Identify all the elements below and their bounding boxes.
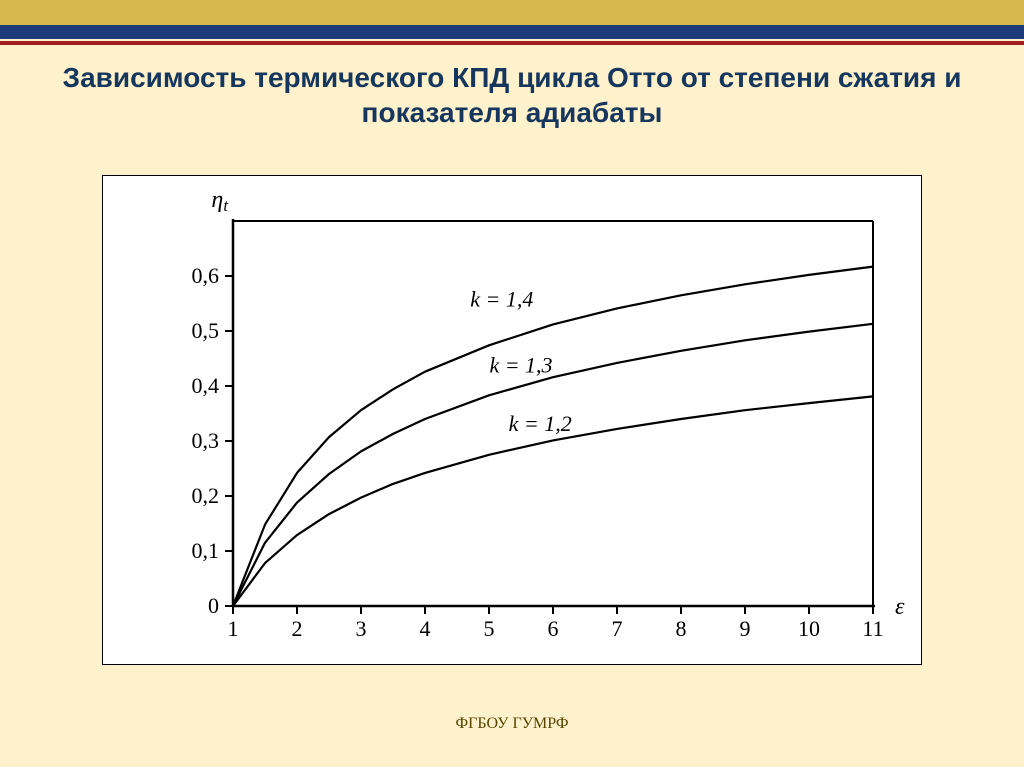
svg-text:5: 5 xyxy=(484,616,495,641)
page-title: Зависимость термического КПД цикла Отто … xyxy=(0,60,1024,130)
svg-text:6: 6 xyxy=(548,616,559,641)
svg-text:7: 7 xyxy=(612,616,623,641)
svg-text:2: 2 xyxy=(292,616,303,641)
svg-text:0,3: 0,3 xyxy=(192,428,220,453)
svg-text:3: 3 xyxy=(356,616,367,641)
svg-text:0,2: 0,2 xyxy=(192,483,220,508)
slide: Зависимость термического КПД цикла Отто … xyxy=(0,0,1024,767)
svg-text:k = 1,2: k = 1,2 xyxy=(509,411,572,436)
svg-text:0,1: 0,1 xyxy=(192,538,220,563)
svg-text:0: 0 xyxy=(208,593,219,618)
svg-text:0,6: 0,6 xyxy=(192,263,220,288)
svg-text:k = 1,3: k = 1,3 xyxy=(489,352,552,377)
svg-text:10: 10 xyxy=(798,616,820,641)
svg-text:k = 1,4: k = 1,4 xyxy=(470,286,533,311)
svg-text:ηt: ηt xyxy=(211,187,228,215)
svg-text:0,5: 0,5 xyxy=(192,318,220,343)
chart-svg: 1 2 3 4 5 6 7 8 9 10 11 0 0,1 0,2 0,3 0,4 0,5 0,6 ηt ε k = 1… xyxy=(103,176,923,666)
svg-text:1: 1 xyxy=(228,616,239,641)
chart-figure: 1 2 3 4 5 6 7 8 9 10 11 0 0,1 0,2 0,3 0,4 0,5 0,6 ηt ε k = 1… xyxy=(102,175,922,665)
svg-text:9: 9 xyxy=(740,616,751,641)
svg-text:0,4: 0,4 xyxy=(192,373,220,398)
svg-text:4: 4 xyxy=(420,616,431,641)
footer-text: ФГБОУ ГУМРФ xyxy=(0,715,1024,733)
svg-text:8: 8 xyxy=(676,616,687,641)
svg-text:ε: ε xyxy=(895,594,905,620)
svg-text:11: 11 xyxy=(862,616,883,641)
decor-bar-blue xyxy=(0,25,1024,39)
decor-bar-red xyxy=(0,41,1024,45)
